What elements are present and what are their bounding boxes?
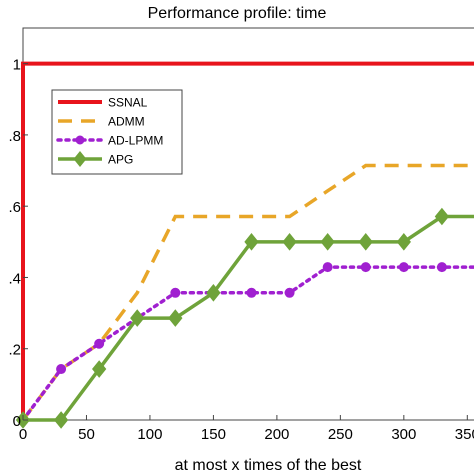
data-point-ad-lpmm [94,338,105,349]
legend-label: SSNAL [108,96,148,110]
series-apg [15,207,474,429]
y-tick-label: 0 [13,413,21,430]
legend-item-apg: APG [58,151,133,167]
y-tick-label: 1 [13,57,21,74]
legend-label: AD-LPMM [108,134,163,148]
data-point-apg [396,233,411,251]
data-point-apg [358,233,373,251]
x-tick-label: 200 [264,426,289,443]
data-point-ad-lpmm [436,262,447,273]
x-tick-label: 0 [19,426,27,443]
chart-title: Performance profile: time [148,5,327,22]
axis-layer: 0 50 100 150 200 250 300 350 0 .2 .4 .6 .8 1 [8,57,474,443]
x-tick-label: 100 [137,426,162,443]
series-admm [21,163,474,422]
plot-frame [22,27,474,421]
x-tick-label: 250 [328,426,353,443]
data-point-ad-lpmm [322,262,333,273]
series-line-admm [21,163,474,422]
y-tick-label: .2 [8,342,21,359]
data-point-apg [92,360,107,378]
data-point-apg [282,233,297,251]
x-tick-label: 300 [391,426,416,443]
x-tick-label: 50 [78,426,95,443]
x-tick-label: 350 [455,426,474,443]
data-point-apg [320,233,335,251]
legend-item-ssnal: SSNAL [58,96,148,110]
legend-label: ADMM [108,115,145,129]
legend: SSNAL ADMM AD-LPMM APG [51,89,183,175]
data-point-ad-lpmm [284,287,295,298]
legend-item-admm: ADMM [58,115,145,129]
data-point-apg [206,283,221,302]
data-point-apg [168,309,183,327]
data-point-apg [53,411,69,429]
data-point-ad-lpmm [246,287,257,298]
legend-label: APG [108,153,133,167]
data-point-ad-lpmm [170,287,181,298]
data-point-legend-apg [73,151,87,167]
data-point-ad-lpmm [56,364,67,375]
x-axis-label: at most x times of the best [175,457,362,474]
data-point-apg [130,309,145,327]
data-point-legend-ad-lpmm [75,135,85,145]
data-point-apg [244,233,259,251]
x-tick-label: 150 [201,426,226,443]
data-point-ad-lpmm [360,262,371,273]
series-ad-lpmm [18,262,474,425]
data-point-apg [434,207,450,226]
legend-item-ad-lpmm: AD-LPMM [56,134,163,148]
y-tick-label: .6 [8,199,21,216]
y-tick-label: .4 [8,270,21,287]
y-tick-label: .8 [8,128,21,145]
data-point-ad-lpmm [398,262,409,273]
